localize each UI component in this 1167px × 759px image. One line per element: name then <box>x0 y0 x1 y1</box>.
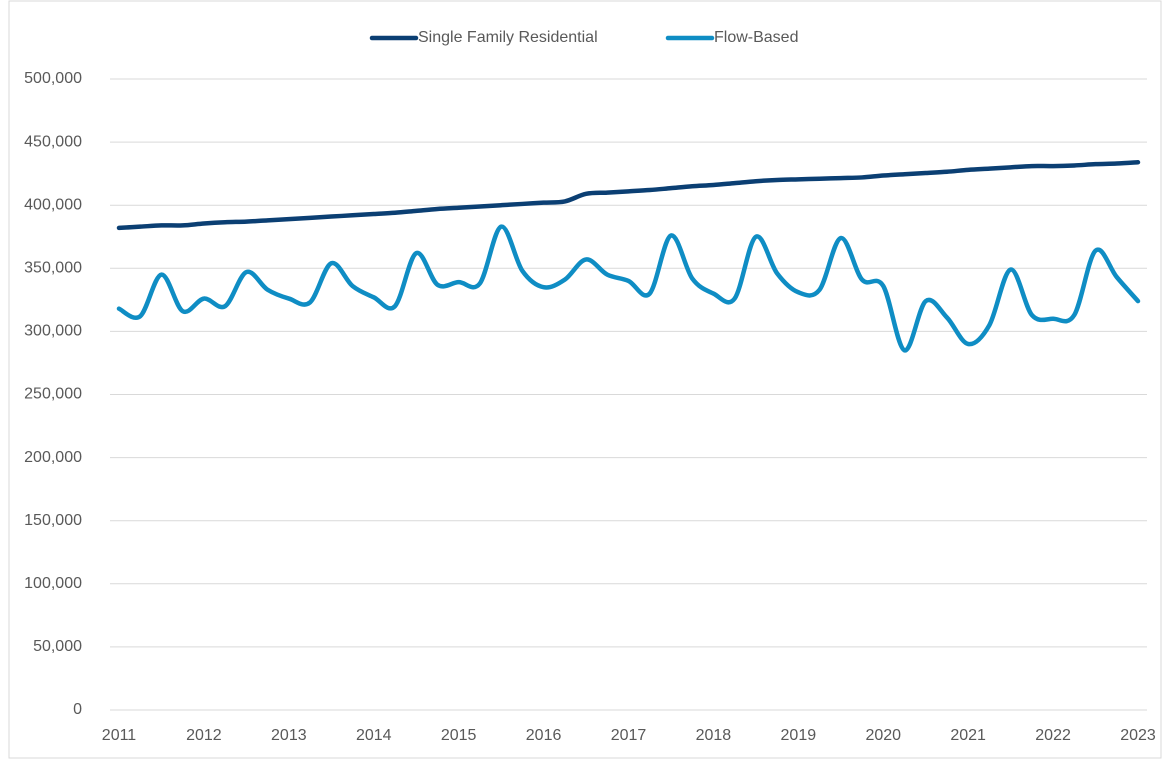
x-tick-label: 2014 <box>356 727 392 744</box>
y-tick-label: 100,000 <box>24 575 82 592</box>
legend-label: Flow-Based <box>714 29 798 46</box>
y-tick-label: 0 <box>73 701 82 718</box>
series-line <box>116 160 1141 231</box>
x-tick-label: 2017 <box>611 727 647 744</box>
x-tick-label: 2015 <box>441 727 477 744</box>
y-tick-label: 200,000 <box>24 449 82 466</box>
y-tick-label: 300,000 <box>24 323 82 340</box>
x-tick-label: 2022 <box>1035 727 1071 744</box>
x-tick-label: 2016 <box>526 727 562 744</box>
x-tick-label: 2012 <box>186 727 222 744</box>
chart-border <box>8 0 1162 759</box>
legend-label: Single Family Residential <box>418 29 598 46</box>
x-tick-label: 2013 <box>271 727 307 744</box>
y-tick-label: 500,000 <box>24 70 82 87</box>
y-tick-label: 450,000 <box>24 133 82 150</box>
y-tick-label: 250,000 <box>24 386 82 403</box>
x-tick-label: 2018 <box>696 727 732 744</box>
y-tick-label: 50,000 <box>33 638 82 655</box>
x-tick-label: 2023 <box>1120 727 1156 744</box>
x-tick-label: 2019 <box>781 727 817 744</box>
y-tick-label: 350,000 <box>24 260 82 277</box>
y-tick-label: 150,000 <box>24 512 82 529</box>
y-tick-label: 400,000 <box>24 196 82 213</box>
x-tick-label: 2021 <box>950 727 986 744</box>
x-tick-label: 2011 <box>102 727 137 744</box>
series-line <box>116 224 1141 353</box>
x-tick-label: 2020 <box>865 727 901 744</box>
